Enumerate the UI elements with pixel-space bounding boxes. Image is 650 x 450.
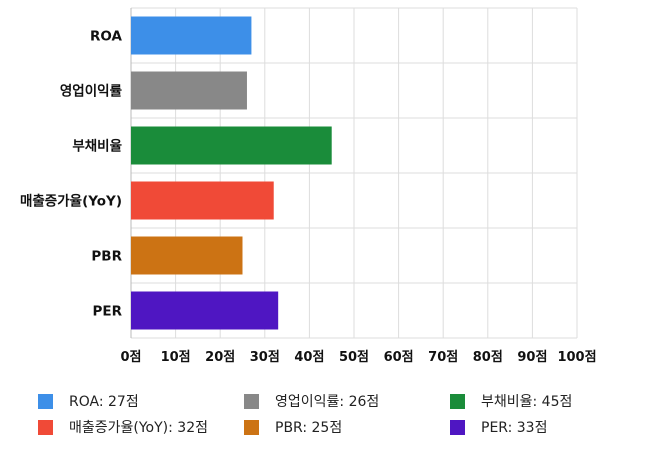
- legend-swatch: [450, 393, 465, 409]
- legend-label: 영업이익률: 26점: [275, 394, 380, 410]
- x-tick-label: 90점: [517, 350, 547, 365]
- x-tick-label: 10점: [161, 350, 191, 365]
- legend-label: PER: 33점: [481, 420, 548, 436]
- legend-item-operating-margin: 영업이익률: 26점: [244, 388, 379, 414]
- legend-swatch: [450, 419, 465, 435]
- legend-item-debt-ratio: 부채비율: 45점: [450, 388, 572, 414]
- bars: [131, 16, 332, 330]
- category-label: 영업이익률: [60, 83, 123, 100]
- legend-swatch: [244, 419, 259, 435]
- x-tick-label: 100점: [557, 350, 596, 365]
- legend-label: 부채비율: 45점: [481, 394, 573, 410]
- bar-2: [131, 126, 332, 165]
- x-axis-tick-labels: 0점 10점 20점 30점 40점 50점 60점 70점 80점 90점 100점: [120, 350, 596, 365]
- x-tick-label: 30점: [250, 350, 280, 365]
- legend-swatch: [38, 419, 53, 435]
- x-tick-label: 80점: [473, 350, 503, 365]
- x-tick-label: 0점: [120, 350, 141, 365]
- bar-1: [131, 71, 247, 110]
- category-label: PER: [92, 304, 122, 320]
- x-tick-label: 40점: [294, 350, 324, 365]
- legend-item-sales-growth: 매출증가율(YoY): 32점: [38, 414, 208, 440]
- legend-swatch: [38, 393, 53, 409]
- category-label: PBR: [91, 249, 122, 265]
- legend-label: 매출증가율(YoY): 32점: [69, 420, 208, 436]
- bar-5: [131, 291, 279, 330]
- x-tick-label: 20점: [205, 350, 235, 365]
- legend-label: PBR: 25점: [275, 420, 343, 436]
- category-label: 매출증가율(YoY): [20, 193, 122, 210]
- legend: ROA: 27점 영업이익률: 26점 부채비율: 45점 매출증가율(YoY)…: [38, 388, 638, 444]
- category-label: ROA: [90, 29, 123, 45]
- x-tick-label: 60점: [384, 350, 414, 365]
- legend-label: ROA: 27점: [69, 394, 139, 410]
- bar-0: [131, 16, 252, 55]
- legend-swatch: [244, 393, 259, 409]
- bar-4: [131, 236, 243, 275]
- category-label: 부채비율: [72, 138, 122, 155]
- legend-item-per: PER: 33점: [450, 414, 547, 440]
- legend-item-pbr: PBR: 25점: [244, 414, 342, 440]
- bar-3: [131, 181, 274, 220]
- x-tick-label: 50점: [339, 350, 369, 365]
- x-tick-label: 70점: [428, 350, 458, 365]
- grid-lines: [130, 7, 578, 339]
- legend-item-roa: ROA: 27점: [38, 388, 139, 414]
